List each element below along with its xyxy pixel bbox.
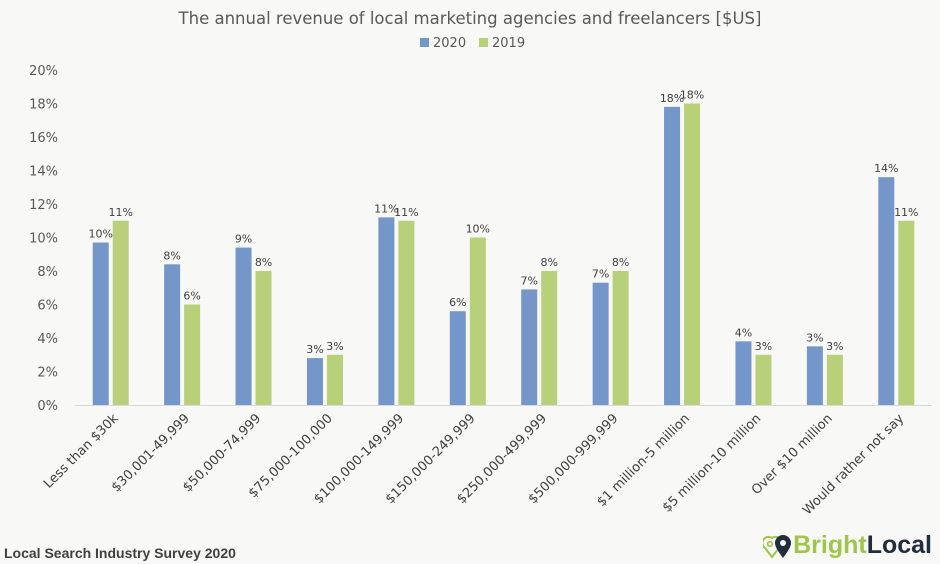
bar-2020 (735, 341, 752, 405)
y-tick-label: 16% (29, 131, 58, 146)
bar-2020 (878, 177, 895, 405)
bar-2020 (521, 289, 538, 405)
data-label-2020: 7% (592, 268, 609, 281)
bar-2019 (184, 304, 201, 405)
legend-swatch-2019 (479, 38, 488, 47)
data-label-2019: 3% (826, 340, 843, 353)
logo-text-local: Local (866, 531, 932, 559)
bar-2019 (898, 220, 915, 405)
bar-2020 (378, 217, 395, 405)
y-tick-label: 18% (29, 98, 58, 113)
data-label-2019: 11% (894, 206, 918, 219)
data-label-2020: 10% (88, 228, 112, 241)
data-label-2020: 8% (163, 249, 180, 262)
data-label-2020: 14% (874, 162, 898, 175)
data-label-2019: 3% (326, 340, 343, 353)
data-label-2020: 3% (306, 343, 323, 356)
y-tick-label: 4% (37, 332, 58, 347)
data-label-2019: 8% (612, 256, 629, 269)
x-category-label: Less than $30k (41, 411, 122, 492)
source-footer: Local Search Industry Survey 2020 (4, 545, 236, 561)
x-category-label: $30,001-49,999 (109, 411, 193, 495)
bar-2020 (164, 264, 181, 405)
y-tick-label: 12% (29, 198, 58, 213)
bar-2019 (326, 354, 343, 405)
data-label-2019: 11% (394, 206, 418, 219)
data-label-2019: 18% (680, 89, 704, 102)
bar-2019 (255, 271, 272, 405)
bar-2019 (541, 271, 558, 405)
bar-2019 (398, 220, 415, 405)
data-label-2020: 3% (806, 331, 823, 344)
bar-2020 (592, 282, 609, 405)
data-label-2019: 8% (540, 256, 557, 269)
y-tick-label: 0% (37, 399, 58, 414)
y-tick-label: 8% (37, 265, 58, 280)
data-label-2020: 9% (235, 233, 252, 246)
data-label-2019: 11% (108, 206, 132, 219)
bar-2019 (612, 271, 629, 405)
bar-2019 (112, 220, 129, 405)
data-label-2019: 10% (466, 223, 490, 236)
x-category-label: $50,000-74,999 (180, 411, 264, 495)
legend-label-2019: 2019 (492, 36, 525, 51)
bar-2020 (92, 242, 109, 405)
data-label-2020: 7% (520, 274, 537, 287)
bar-chart: The annual revenue of local marketing ag… (29, 9, 932, 518)
data-label-2020: 11% (374, 202, 398, 215)
y-tick-label: 14% (29, 165, 58, 180)
bar-2020 (235, 247, 252, 405)
data-label-2019: 3% (755, 340, 772, 353)
data-label-2020: 18% (660, 92, 684, 105)
bar-2020 (306, 358, 323, 405)
bar-2020 (664, 106, 681, 405)
map-pin-heart-icon (763, 534, 792, 559)
bar-2019 (755, 354, 772, 405)
data-label-2019: 8% (255, 256, 272, 269)
brightlocal-logo: Bright Local (763, 531, 932, 560)
legend-label-2020: 2020 (433, 36, 466, 51)
logo-text-bright: Bright (793, 531, 867, 559)
bar-2019 (469, 237, 486, 405)
data-label-2020: 6% (449, 296, 466, 309)
y-tick-label: 20% (29, 64, 58, 79)
bar-2019 (684, 103, 701, 405)
chart-title: The annual revenue of local marketing ag… (178, 9, 762, 28)
bar-2020 (449, 311, 466, 405)
y-tick-label: 6% (37, 299, 58, 314)
bar-2020 (806, 346, 823, 405)
data-label-2019: 6% (183, 290, 200, 303)
y-tick-label: 2% (37, 366, 58, 381)
legend-swatch-2020 (420, 38, 429, 47)
y-tick-label: 10% (29, 232, 58, 247)
data-label-2020: 4% (735, 326, 752, 339)
bar-2019 (826, 354, 843, 405)
